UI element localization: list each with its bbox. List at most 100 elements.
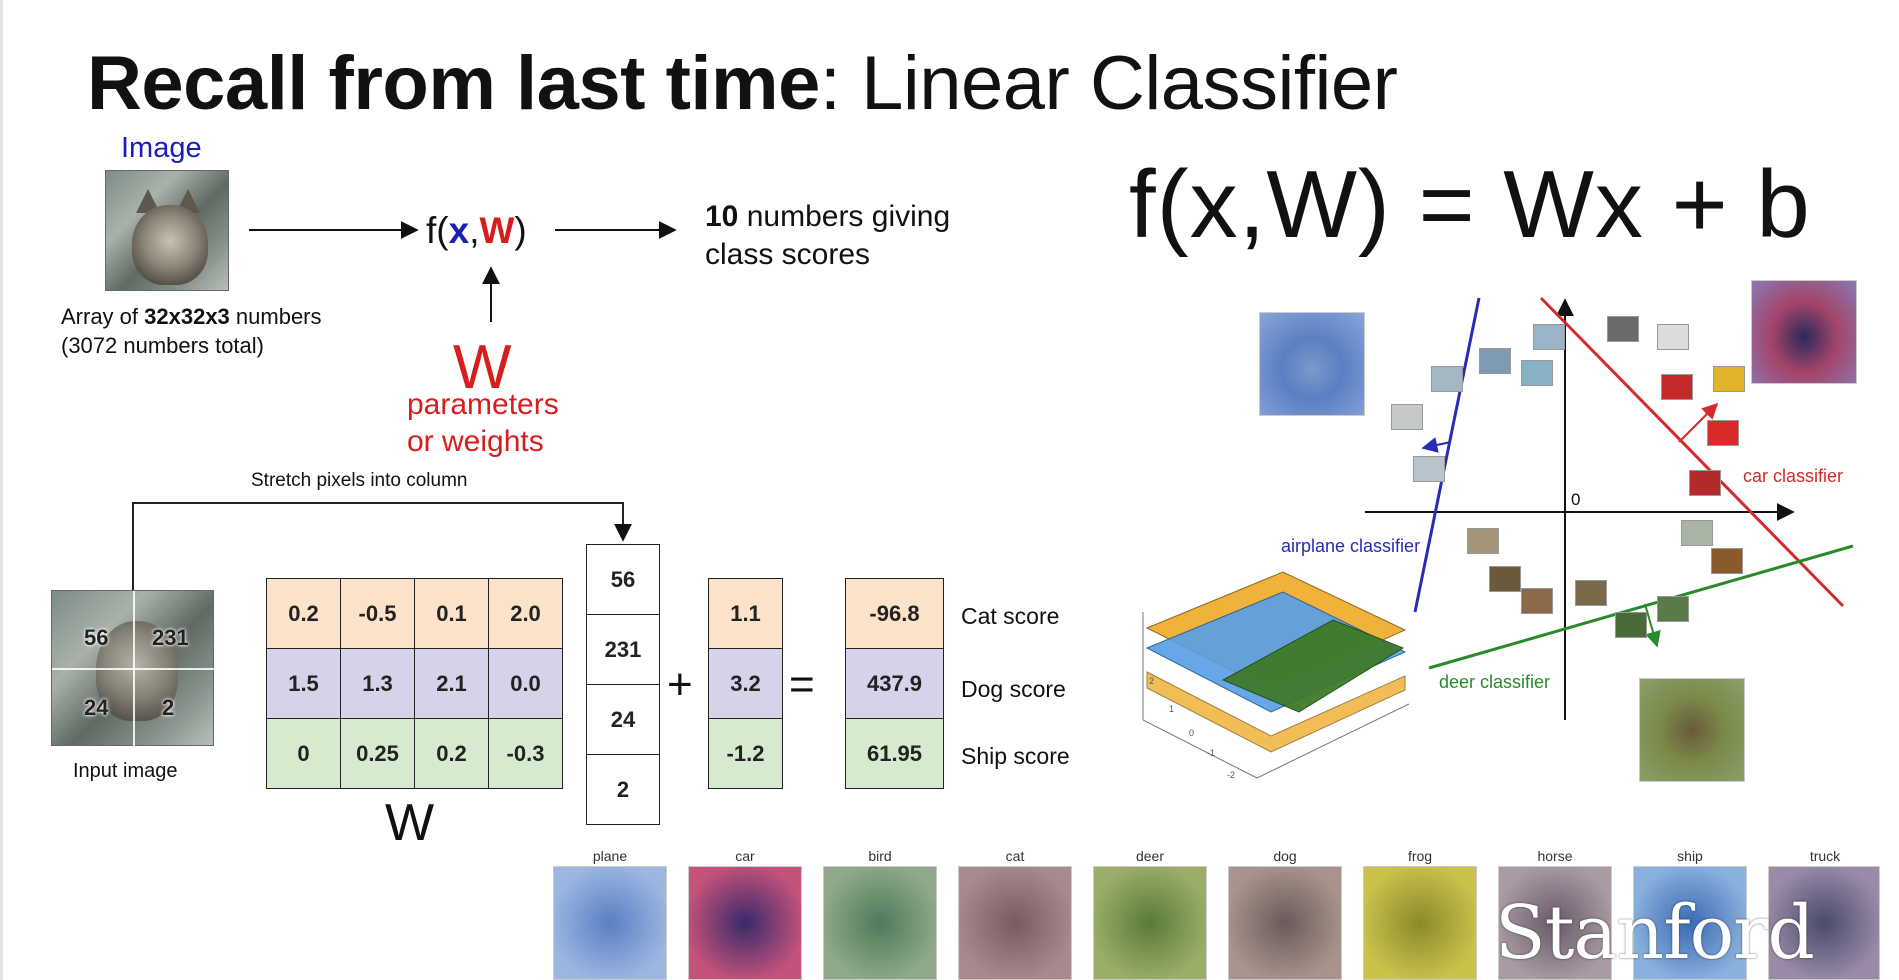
func-w: W <box>479 210 515 251</box>
template-label-car: car <box>735 848 755 864</box>
surface-tick: -1 <box>1207 748 1216 758</box>
vector-cell: 56 <box>586 544 660 615</box>
pixel-value: 56 <box>84 625 109 650</box>
template-label-bird: bird <box>868 848 892 864</box>
car-normal-arrow <box>1678 402 1719 443</box>
template-image-frog <box>1363 866 1477 980</box>
surface-green <box>1221 619 1405 713</box>
diagram-layer <box>132 221 1854 779</box>
sample-image <box>1431 366 1463 392</box>
car-template-image <box>1751 280 1857 384</box>
image-label: Image <box>121 132 202 164</box>
sample-image <box>1681 520 1713 546</box>
matrix-cell: 0.25 <box>340 718 415 789</box>
template-image-truck <box>1768 866 1880 980</box>
weights-symbol: W <box>453 333 512 402</box>
deer-decision-line <box>1428 544 1854 670</box>
sample-image <box>1607 316 1639 342</box>
input-image: 56 231 24 2 <box>51 590 215 747</box>
surface-tick: -2 <box>1227 770 1236 780</box>
pixel-value: 24 <box>84 695 109 720</box>
template-image-dog <box>1228 866 1342 980</box>
surface-tick: 0 <box>1189 728 1195 738</box>
func-x: x <box>448 210 470 251</box>
sample-image <box>1713 366 1745 392</box>
template-image-deer <box>1093 866 1207 980</box>
sample-image <box>1575 580 1607 606</box>
template-label-truck: truck <box>1809 848 1841 864</box>
array-caption-total: (3072 numbers total) <box>61 333 264 358</box>
car-decision-line <box>1539 296 1845 608</box>
cat-score-label: Cat score <box>961 603 1060 629</box>
sample-image <box>1657 324 1689 350</box>
deer-classifier-label: deer classifier <box>1439 672 1551 692</box>
matrix-cell: -0.5 <box>340 578 415 649</box>
matrix-cell: -0.3 <box>488 718 563 789</box>
slide-title: Recall from last time: Linear Classifier <box>87 38 1398 130</box>
deer-normal-arrow <box>1644 603 1661 648</box>
airplane-decision-line <box>1413 297 1481 613</box>
title-bold: Recall from last time <box>87 41 820 126</box>
output-text: 10 numbers giving class scores <box>705 198 950 274</box>
score-cell: -96.8 <box>845 578 944 649</box>
pixel-value: 2 <box>162 695 175 720</box>
weight-matrix: 0.2 -0.5 0.1 2.0 1.5 1.3 2.1 0.0 0 0.25 … <box>266 578 563 789</box>
output-bold: 10 <box>705 200 739 233</box>
dog-score-label: Dog score <box>961 676 1066 702</box>
stretch-label: Stretch pixels into column <box>251 470 468 491</box>
sample-image <box>1661 374 1693 400</box>
sample-image <box>1413 456 1445 482</box>
matrix-row-ship: 0 0.25 0.2 -0.3 <box>266 718 563 789</box>
vector-cell: 24 <box>586 684 660 755</box>
array-caption-prefix: Array of <box>61 304 145 329</box>
formula: f(x,W) = Wx + b <box>1129 151 1811 258</box>
matrix-cell: 0.1 <box>414 578 489 649</box>
template-image-bird <box>823 866 937 980</box>
sample-image <box>1521 588 1553 614</box>
sample-image <box>1689 470 1721 496</box>
stanford-logo: Stanford <box>1495 890 1815 976</box>
weights-description-2: or weights <box>407 425 544 458</box>
array-caption-bold: 32x32x3 <box>144 304 230 329</box>
matrix-cell: 2.1 <box>414 648 489 719</box>
score-cell: 437.9 <box>845 648 944 719</box>
equals-sign: = <box>789 660 815 709</box>
template-label-dog: dog <box>1273 848 1297 864</box>
car-classifier-label: car classifier <box>1743 466 1844 486</box>
matrix-cell: 0.2 <box>266 578 341 649</box>
template-image-plane <box>553 866 667 980</box>
bias-cell: -1.2 <box>708 718 783 789</box>
input-cat-face <box>96 621 178 721</box>
vector-cell: 231 <box>586 614 660 685</box>
sample-image <box>1467 528 1499 554</box>
sample-image <box>1657 596 1689 622</box>
matrix-row-dog: 1.5 1.3 2.1 0.0 <box>266 648 563 719</box>
plus-sign: + <box>667 660 693 709</box>
bias-cell: 3.2 <box>708 648 783 719</box>
matrix-row-cat: 0.2 -0.5 0.1 2.0 <box>266 578 563 649</box>
surface-orange-lower <box>1146 671 1406 753</box>
bias-cell: 1.1 <box>708 578 783 649</box>
output-line-2: class scores <box>705 238 871 271</box>
sample-image <box>1521 360 1553 386</box>
matrix-cell: 0 <box>266 718 341 789</box>
pixel-value: 231 <box>152 625 189 650</box>
surface-box-edge <box>1256 703 1410 779</box>
score-surface-plot <box>1142 571 1410 779</box>
template-image-car <box>688 866 802 980</box>
template-label-deer: deer <box>1135 848 1165 864</box>
function-label: f(x,W) <box>426 210 527 252</box>
matrix-cell: 0.0 <box>488 648 563 719</box>
score-vector: -96.8 437.9 61.95 <box>845 578 944 789</box>
vector-cell: 2 <box>586 754 660 825</box>
template-label-horse: horse <box>1537 848 1573 864</box>
array-caption-suffix: numbers <box>229 304 322 329</box>
cat-image <box>105 170 229 291</box>
template-label-frog: frog <box>1407 848 1433 864</box>
template-label-plane: plane <box>592 848 628 864</box>
sample-image <box>1489 566 1521 592</box>
matrix-cell: 1.5 <box>266 648 341 719</box>
surface-box-edge <box>1142 719 1258 779</box>
sample-image <box>1615 612 1647 638</box>
